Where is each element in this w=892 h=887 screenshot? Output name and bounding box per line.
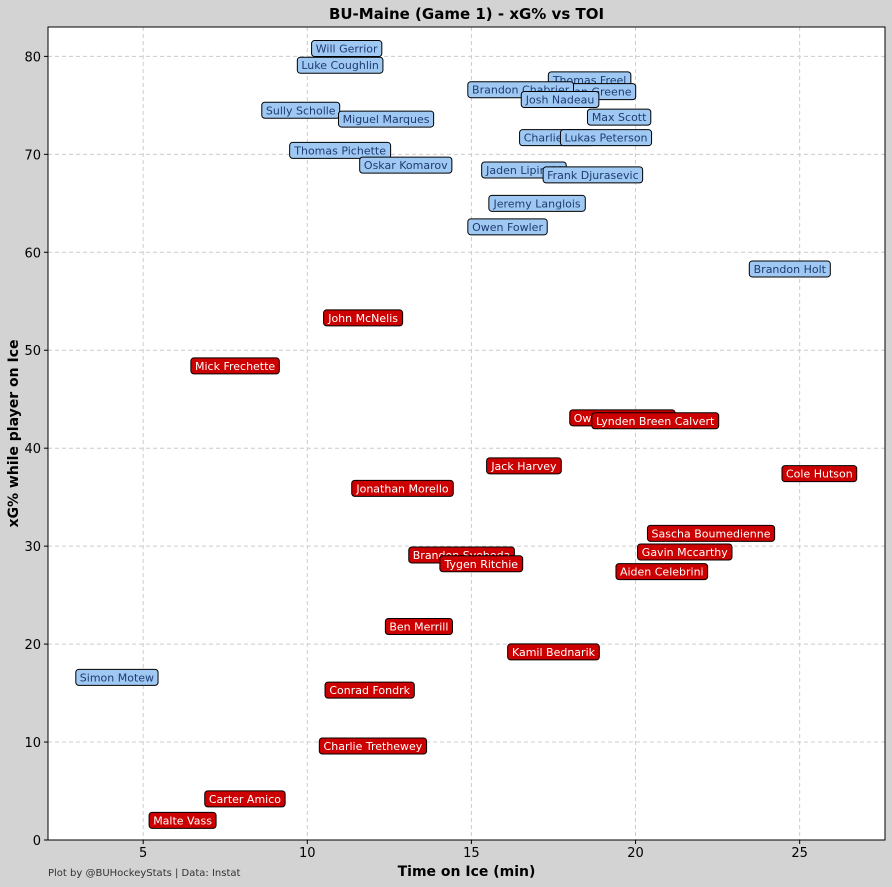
axes-frame (47, 26, 886, 841)
bu-point-box (488, 194, 586, 212)
x-tick-label: 10 (299, 846, 316, 861)
maine-point-box (781, 465, 858, 483)
bu-point-box (75, 668, 159, 686)
bu-point-label: Jeremy Langlois (492, 197, 580, 210)
bu-point-box (296, 56, 384, 74)
bu-point-label: Oskar Komarov (364, 159, 448, 172)
x-tick-label: 20 (627, 846, 644, 861)
bu-point-label: Luke Coughlin (301, 59, 379, 72)
bu-point-box (338, 110, 435, 128)
maine-point-label: Cole Hutson (786, 468, 853, 481)
maine-point-label: Tygen Ritchie (443, 558, 518, 571)
maine-point-label: Gavin Mccarthy (642, 546, 728, 559)
maine-point-box (204, 790, 286, 808)
bu-point-label: Will Gerrior (316, 43, 378, 56)
y-tick-label: 10 (24, 736, 41, 751)
bu-point-box (748, 260, 831, 278)
y-tick-label: 80 (24, 50, 41, 65)
maine-point-label: Conrad Fondrk (329, 684, 410, 697)
maine-point-box (637, 543, 733, 561)
maine-point-label: Ben Merrill (389, 620, 448, 633)
maine-point-box (384, 617, 453, 635)
bu-point-box (520, 90, 600, 108)
maine-point-box (615, 563, 709, 581)
maine-point-box (190, 357, 280, 375)
plot-area (48, 27, 885, 840)
x-axis-label: Time on Ice (min) (398, 864, 536, 880)
bu-point-box (261, 101, 341, 119)
bu-point-label: Frank Djurasevic (547, 169, 639, 182)
chart-title: BU-Maine (Game 1) - xG% vs TOI (329, 5, 604, 23)
bu-point-box (586, 108, 652, 126)
bu-point-label: Owen Fowler (472, 221, 543, 234)
footer-credit: Plot by @BUHockeyStats | Data: Instat (48, 868, 241, 879)
y-tick-label: 20 (24, 638, 41, 653)
maine-point-label: Carter Amico (209, 793, 281, 806)
y-tick-label: 70 (24, 148, 41, 163)
y-tick-label: 50 (24, 344, 41, 359)
bu-point-label: Jaden Lipinski (485, 164, 562, 177)
x-tick-label: 5 (139, 846, 147, 861)
maine-point-label: Mick Frechette (195, 360, 275, 373)
x-tick-label: 25 (791, 846, 808, 861)
bu-point-label: Max Scott (592, 111, 647, 124)
maine-point-box (591, 412, 720, 430)
bu-point-label: Brandon Holt (754, 263, 827, 276)
maine-point-box (351, 479, 454, 497)
maine-point-label: Malte Vass (153, 814, 212, 827)
maine-point-label: Lynden Breen Calvert (596, 415, 715, 428)
maine-point-label: Charlie Trethewey (324, 740, 423, 753)
y-tick-label: 0 (33, 834, 41, 849)
maine-point-box (148, 811, 217, 829)
bu-point-label: Miguel Marques (343, 113, 430, 126)
maine-point-box (323, 309, 404, 327)
maine-point-label: Sascha Boumedienne (652, 527, 771, 540)
bu-point-box (559, 129, 653, 147)
bu-point-label: Josh Nadeau (525, 93, 595, 106)
maine-point-box (486, 457, 562, 475)
maine-point-label: Jack Harvey (490, 460, 557, 473)
bu-point-box (289, 141, 392, 159)
bu-point-box (467, 218, 548, 236)
y-tick-label: 30 (24, 540, 41, 555)
bu-point-label: Lukas Peterson (564, 132, 647, 145)
bu-point-label: Simon Motew (80, 671, 154, 684)
y-tick-label: 60 (24, 246, 41, 261)
bu-point-label: Sully Scholle (266, 104, 336, 117)
maine-point-label: Aiden Celebrini (620, 566, 704, 579)
maine-point-label: Jonathan Morello (355, 482, 449, 495)
x-tick-label: 15 (463, 846, 480, 861)
bu-point-box (359, 156, 453, 174)
y-tick-label: 40 (24, 442, 41, 457)
bu-point-box (311, 40, 383, 58)
bu-point-box (542, 166, 644, 184)
bu-point-label: Thomas Pichette (293, 144, 386, 157)
maine-point-label: John McNelis (327, 312, 398, 325)
maine-point-box (646, 524, 776, 542)
maine-point-label: Kamil Bednarik (512, 646, 596, 659)
maine-point-box (507, 643, 600, 661)
maine-point-box (324, 681, 415, 699)
y-axis-label: xG% while player on Ice (6, 340, 22, 528)
maine-point-box (439, 555, 524, 573)
maine-point-box (318, 737, 428, 755)
